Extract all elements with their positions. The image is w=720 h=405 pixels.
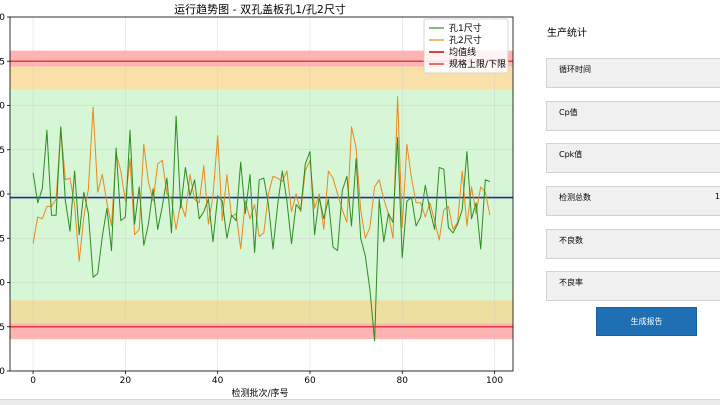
zone-warning-lower bbox=[10, 300, 513, 324]
x-tick-label: 40 bbox=[212, 376, 224, 386]
stat-label: 检测总数 bbox=[559, 193, 591, 202]
axis-ticks: 0 20 40 60 80 100 0 5 0 5 0 5 0 5 0 bbox=[0, 13, 503, 386]
data-series bbox=[32, 96, 491, 342]
stat-value: 10 bbox=[714, 192, 720, 201]
stat-cp: Cp值 bbox=[546, 101, 720, 131]
stat-defect-count: 不良数 bbox=[546, 229, 720, 259]
zone-warning-upper bbox=[10, 66, 513, 90]
zone-reject-upper bbox=[10, 50, 513, 67]
y-tick-label: 0 bbox=[0, 279, 5, 289]
y-tick-label: 0 bbox=[0, 102, 5, 112]
y-tick-label: 0 bbox=[0, 367, 5, 377]
zone-reject-lower bbox=[10, 323, 513, 340]
series-line-2 bbox=[32, 96, 491, 262]
panel-title: 生产统计 bbox=[547, 28, 587, 39]
stat-label: 不良数 bbox=[559, 236, 583, 245]
x-axis-label: 检测批次/序号 bbox=[231, 387, 288, 399]
x-tick-label: 60 bbox=[304, 376, 316, 386]
legend-label: 规格上限/下限 bbox=[449, 58, 506, 70]
stat-defect-rate: 不良率 1 bbox=[546, 271, 720, 301]
y-tick-label: 5 bbox=[0, 234, 5, 244]
chart-title: 运行趋势图 - 双孔盖板孔1/孔2尺寸 bbox=[174, 2, 346, 16]
trend-chart: 0 20 40 60 80 100 0 5 0 5 0 5 0 5 0 运行趋势图 - 双孔盖板孔1/孔2尺… bbox=[0, 2, 514, 399]
stat-total-inspected: 检测总数 10 bbox=[546, 186, 720, 216]
y-tick-label: 5 bbox=[0, 57, 5, 67]
stat-label: 循环时间 bbox=[559, 65, 591, 74]
y-tick-label: 5 bbox=[0, 146, 5, 156]
stat-label: Cp值 bbox=[559, 108, 578, 117]
legend-label: 孔2尺寸 bbox=[449, 34, 482, 46]
x-tick-label: 0 bbox=[30, 376, 36, 386]
y-tick-label: 5 bbox=[0, 323, 5, 333]
x-tick-label: 100 bbox=[486, 376, 503, 386]
legend-label: 均值线 bbox=[449, 46, 476, 58]
y-tick-label: 0 bbox=[0, 190, 5, 200]
y-tick-label: 0 bbox=[0, 13, 5, 23]
x-tick-label: 80 bbox=[397, 376, 409, 386]
production-stats-panel: 生产统计 循环时间 Cp值 Cpk值 1 检测总数 10 不良数 不良率 1 生… bbox=[530, 0, 720, 405]
generate-report-button[interactable]: 生成报告 bbox=[596, 307, 697, 336]
stat-label: Cpk值 bbox=[559, 150, 583, 159]
stat-cpk: Cpk值 1 bbox=[546, 143, 720, 173]
legend-label: 孔1尺寸 bbox=[449, 22, 482, 34]
x-tick-label: 20 bbox=[120, 376, 132, 386]
series-line-1 bbox=[32, 115, 491, 342]
legend-box bbox=[423, 18, 509, 74]
trend-chart-svg: 0 20 40 60 80 100 0 5 0 5 0 5 0 5 0 运行趋势图 - 双孔盖板孔1/孔2尺… bbox=[0, 2, 514, 399]
stat-cycle-time: 循环时间 bbox=[546, 58, 720, 88]
stat-label: 不良率 bbox=[559, 278, 583, 287]
window-bottom-edge bbox=[0, 399, 720, 405]
